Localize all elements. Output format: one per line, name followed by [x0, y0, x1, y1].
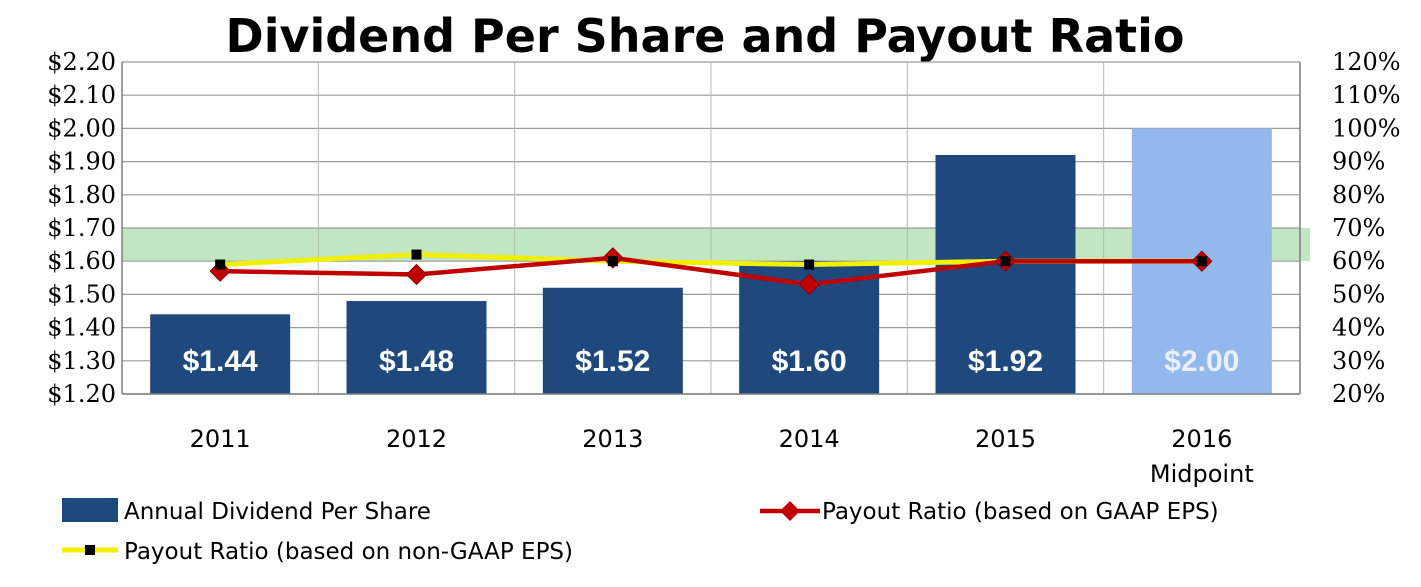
y-left-tick-label: $1.30 — [47, 347, 116, 375]
y-left-tick-label: $2.20 — [47, 48, 116, 76]
non-gaap-point — [804, 259, 815, 270]
non-gaap-point — [607, 256, 618, 267]
x-tick-label: 2016 — [1171, 425, 1232, 453]
y-right-tick-label: 20% — [1332, 380, 1385, 408]
y-left-tick-label: $2.00 — [47, 114, 116, 142]
y-right-tick-label: 100% — [1332, 114, 1401, 142]
y-right-tick-label: 80% — [1332, 181, 1385, 209]
chart-title: Dividend Per Share and Payout Ratio — [226, 9, 1185, 63]
x-tick-label: 2013 — [582, 425, 643, 453]
x-tick-label: 2011 — [190, 425, 251, 453]
x-tick-label: 2012 — [386, 425, 447, 453]
x-tick-label: 2014 — [779, 425, 840, 453]
legend-label: Payout Ratio (based on GAAP EPS) — [822, 499, 1219, 525]
bar-0 — [150, 314, 291, 394]
legend-swatch-bar — [62, 498, 118, 522]
bar-1 — [346, 301, 487, 394]
non-gaap-point — [411, 249, 422, 260]
y-left-tick-label: $1.50 — [47, 280, 116, 308]
non-gaap-point — [1196, 256, 1207, 267]
y-left-tick-label: $1.40 — [47, 314, 116, 342]
y-right-tick-label: 50% — [1332, 280, 1385, 308]
y-left-tick-label: $2.10 — [47, 81, 116, 109]
bar-data-label: $1.52 — [575, 345, 650, 378]
y-right-tick-label: 90% — [1332, 148, 1385, 176]
bar-data-label: $1.44 — [183, 345, 258, 378]
y-left-tick-label: $1.90 — [47, 148, 116, 176]
bar-4 — [935, 154, 1076, 394]
bar-data-label: $1.48 — [379, 345, 454, 378]
plot-area: $1.20 $1.30 $1.40 $1.50 $1.60 $1.70 $1.80 $1.90… — [47, 48, 1400, 488]
legend: Annual Dividend Per Share Payout Ratio (b… — [62, 498, 1219, 565]
y-right-tick-label: 40% — [1332, 314, 1385, 342]
legend-label: Payout Ratio (based on non-GAAP EPS) — [124, 539, 573, 565]
y-left-tick-label: $1.80 — [47, 181, 116, 209]
non-gaap-point — [1000, 256, 1011, 267]
y-right-tick-label: 30% — [1332, 347, 1385, 375]
non-gaap-point — [215, 259, 226, 270]
y-right-tick-label: 70% — [1332, 214, 1385, 242]
bar-2 — [542, 287, 683, 394]
x-tick-label: Midpoint — [1150, 460, 1254, 488]
bar-data-label: $1.92 — [968, 345, 1043, 378]
y-right-tick-label: 60% — [1332, 247, 1385, 275]
gaap-point — [798, 273, 820, 296]
y-left-tick-label: $1.70 — [47, 214, 116, 242]
series-line — [220, 255, 1202, 287]
y-right-tick-label: 120% — [1332, 48, 1401, 76]
bar-data-label: $2.00 — [1164, 345, 1239, 378]
y-left-tick-label: $1.60 — [47, 247, 116, 275]
gaap-point — [405, 263, 428, 286]
target-band — [122, 228, 1310, 262]
bar-data-label: $1.60 — [772, 345, 847, 378]
legend-marker-non-gaap — [85, 545, 95, 555]
legend-marker-gaap — [780, 501, 800, 521]
y-right-tick-label: 110% — [1332, 81, 1401, 109]
legend-label: Annual Dividend Per Share — [124, 499, 431, 525]
x-tick-label: 2015 — [975, 425, 1036, 453]
y-left-tick-label: $1.20 — [47, 380, 116, 408]
